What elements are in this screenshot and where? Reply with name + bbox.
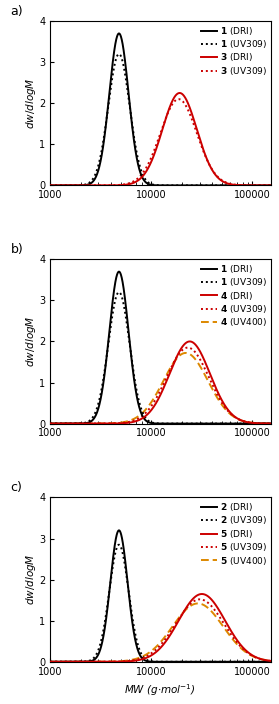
Legend: $\mathbf{1}$ (DRI), $\mathbf{1}$ (UV309), $\mathbf{3}$ (DRI), $\mathbf{3}$ (UV30: $\mathbf{1}$ (DRI), $\mathbf{1}$ (UV309)…	[200, 24, 268, 77]
Y-axis label: $dw/d$log$M$: $dw/d$log$M$	[24, 77, 38, 129]
Legend: $\mathbf{1}$ (DRI), $\mathbf{1}$ (UV309), $\mathbf{4}$ (DRI), $\mathbf{4}$ (UV30: $\mathbf{1}$ (DRI), $\mathbf{1}$ (UV309)…	[200, 262, 268, 329]
Legend: $\mathbf{2}$ (DRI), $\mathbf{2}$ (UV309), $\mathbf{5}$ (DRI), $\mathbf{5}$ (UV30: $\mathbf{2}$ (DRI), $\mathbf{2}$ (UV309)…	[200, 501, 268, 567]
Text: c): c)	[11, 482, 22, 494]
Y-axis label: $dw/d$log$M$: $dw/d$log$M$	[24, 315, 38, 367]
Y-axis label: $dw/d$log$M$: $dw/d$log$M$	[24, 554, 38, 605]
Text: b): b)	[11, 243, 23, 256]
Text: a): a)	[11, 5, 23, 18]
X-axis label: $MW$ (g$\cdot$mol$^{-1}$): $MW$ (g$\cdot$mol$^{-1}$)	[124, 682, 196, 698]
